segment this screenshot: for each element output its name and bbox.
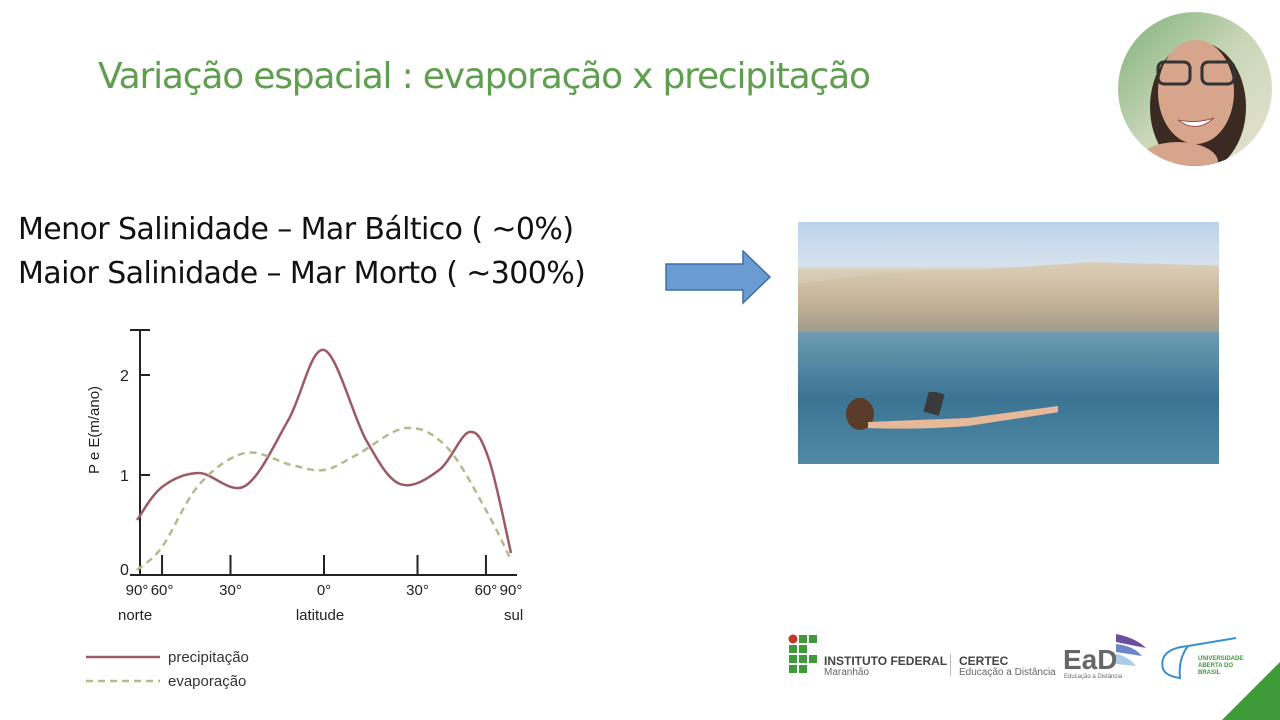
x-end-label-north: norte xyxy=(118,607,152,624)
y-axis-label: P e E(m/ano) xyxy=(86,386,103,474)
ifma-logo xyxy=(788,634,817,673)
ead-signal-icon xyxy=(1116,634,1146,666)
corner-decoration xyxy=(1222,662,1280,720)
x-tick-label: 90° xyxy=(126,582,149,599)
y-tick-label: 1 xyxy=(120,468,129,485)
x-tick-label: 60° xyxy=(151,582,174,599)
y-tick-label: 0 xyxy=(120,562,129,579)
y-tick-label: 2 xyxy=(120,368,129,385)
max-salinity-text: Maior Salinidade – Mar Morto ( ~300%) xyxy=(18,256,586,291)
ead-logo-text: EaD xyxy=(1063,644,1118,675)
ead-sub: Educação a Distância xyxy=(1064,674,1123,680)
certec-sub: Educação a Distância xyxy=(959,667,1056,678)
footer-logos: INSTITUTO FEDERAL Maranhão CERTEC Educaç… xyxy=(788,634,1244,684)
legend-label: evaporação xyxy=(168,673,246,690)
x-tick-label: 90° xyxy=(500,582,523,599)
presenter-webcam xyxy=(1118,12,1272,166)
floating-person-image xyxy=(846,392,1058,430)
ifma-sub: Maranhão xyxy=(824,667,870,678)
uab-logo xyxy=(1161,637,1237,680)
x-tick-label: 60° xyxy=(475,582,498,599)
x-tick-label: 0° xyxy=(317,582,331,599)
x-end-label-south: sul xyxy=(504,607,523,624)
x-tick-label: 30° xyxy=(219,582,242,599)
legend-label: precipitação xyxy=(168,649,249,666)
series-line-evaporation xyxy=(136,426,513,571)
slide-title: Variação espacial : evaporação x precipi… xyxy=(98,56,871,97)
x-axis-label: latitude xyxy=(296,607,344,624)
certec-name: CERTEC xyxy=(959,654,1009,668)
min-salinity-text: Menor Salinidade – Mar Báltico ( ~0%) xyxy=(18,212,574,247)
series-line-precipitation xyxy=(135,348,513,554)
dead-sea-photo xyxy=(798,222,1219,464)
uab-name: UNIVERSIDADE ABERTA DO BRASIL xyxy=(1198,656,1244,676)
x-tick-label: 30° xyxy=(406,582,429,599)
ifma-name: INSTITUTO FEDERAL xyxy=(824,654,948,668)
right-arrow-icon xyxy=(665,250,772,305)
